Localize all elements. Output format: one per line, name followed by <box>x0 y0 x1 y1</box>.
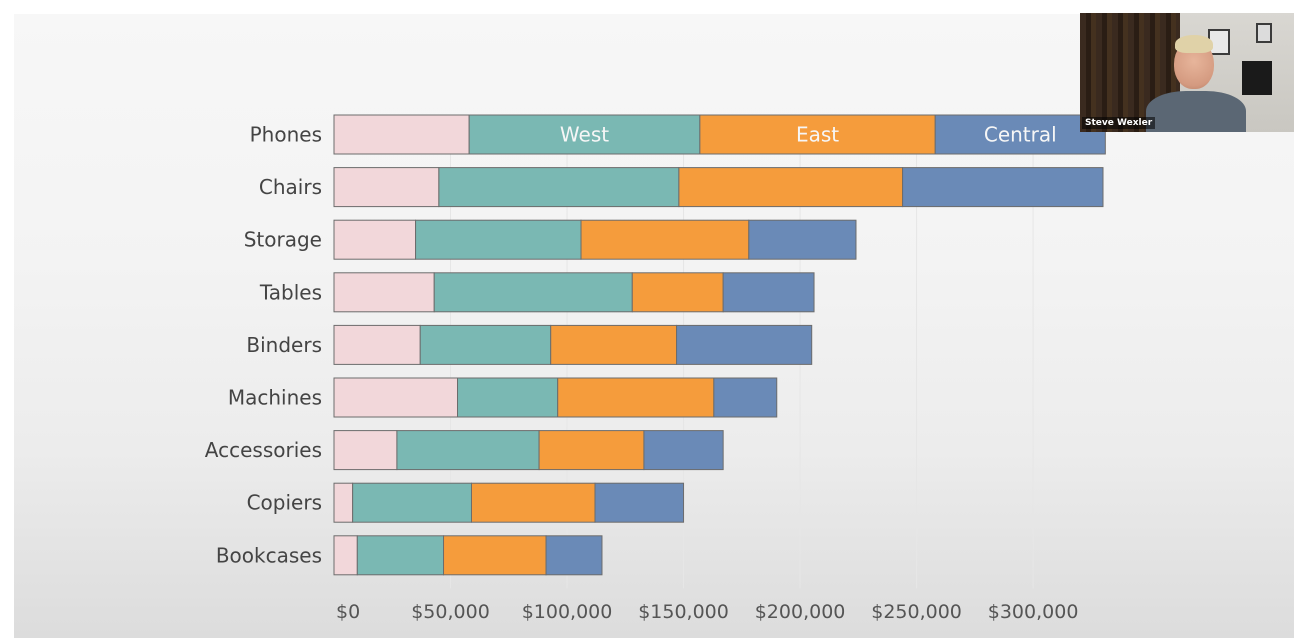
presenter-name-tag: Steve Wexler <box>1082 117 1156 129</box>
bar-segment-central <box>934 114 1106 155</box>
wall-picture <box>1256 23 1272 43</box>
bar-segment-west <box>433 272 633 313</box>
x-tick-label: $150,000 <box>638 601 729 623</box>
category-label: Tables <box>259 280 322 304</box>
bar-segment-west <box>457 377 559 418</box>
category-label: Bookcases <box>216 543 322 567</box>
presenter-shoulders <box>1146 91 1246 132</box>
bar-segment-west <box>415 219 582 260</box>
category-label: Accessories <box>205 438 322 462</box>
category-label: Binders <box>246 333 322 357</box>
category-label: Copiers <box>247 491 322 515</box>
bar-segment-east <box>699 114 936 155</box>
bar-segment-central <box>748 219 857 260</box>
bar-segment-west <box>352 482 472 523</box>
x-tick-label: $200,000 <box>755 601 846 623</box>
bar-segment-south <box>333 219 417 260</box>
category-label: Machines <box>228 386 322 410</box>
segment-label: West <box>560 123 609 147</box>
bar-segment-east <box>631 272 724 313</box>
bar-segment-west <box>396 430 540 471</box>
bar-segment-central <box>676 324 813 365</box>
bar-segment-central <box>643 430 724 471</box>
bar-segment-south <box>333 167 440 208</box>
x-tick-label: $0 <box>336 601 360 623</box>
stacked-bar-chart: Phones West East Central Chairs Storage Tables… <box>205 114 1106 623</box>
bar-segment-east <box>443 535 547 576</box>
bar-segment-south <box>333 377 459 418</box>
bar-segment-central <box>594 482 685 523</box>
bar-segment-west <box>468 114 701 155</box>
presenter-hair <box>1175 35 1213 53</box>
bar-segment-central <box>713 377 778 418</box>
bar-segment-south <box>333 430 398 471</box>
bar-segment-east <box>550 324 678 365</box>
bar-segment-south <box>333 114 470 155</box>
x-tick-label: $100,000 <box>522 601 613 623</box>
bar-segment-east <box>538 430 645 471</box>
bar-segment-east <box>678 167 904 208</box>
bar-segment-central <box>722 272 815 313</box>
x-tick-label: $300,000 <box>988 601 1079 623</box>
bar-segment-central <box>902 167 1104 208</box>
bar-segment-south <box>333 324 421 365</box>
x-tick-label: $250,000 <box>871 601 962 623</box>
bar-segment-east <box>470 482 596 523</box>
segment-label: East <box>796 123 839 147</box>
bar-segment-west <box>419 324 552 365</box>
bar-segment-west <box>356 535 445 576</box>
category-label: Phones <box>250 123 322 147</box>
category-label: Storage <box>244 228 322 252</box>
presenter-video: Steve Wexler <box>1080 13 1294 132</box>
bar-segment-west <box>438 167 680 208</box>
monitor <box>1242 61 1272 95</box>
bar-segment-central <box>545 535 603 576</box>
bar-segment-south <box>333 272 435 313</box>
bar-segment-south <box>333 535 358 576</box>
x-tick-label: $50,000 <box>411 601 490 623</box>
category-label: Chairs <box>259 175 322 199</box>
bar-segment-east <box>557 377 715 418</box>
segment-label: Central <box>984 123 1057 147</box>
bar-segment-east <box>580 219 750 260</box>
bar-segment-south <box>333 482 354 523</box>
